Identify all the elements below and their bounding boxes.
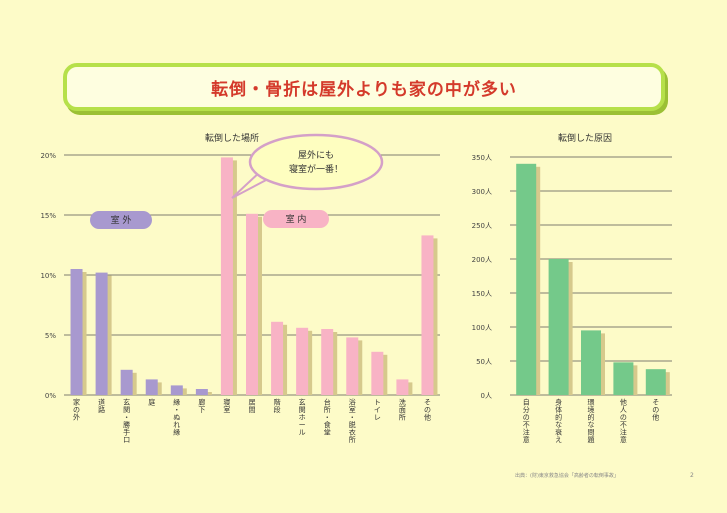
chart2-x-tick-label: 身体的な衰え — [555, 398, 562, 445]
chart1-x-tick-label: 台所・食堂 — [324, 398, 331, 437]
chart1-bar — [95, 272, 108, 395]
chart1-x-tick-label: 居間 — [249, 399, 256, 415]
page-title: 転倒・骨折は屋外よりも家の中が多い — [211, 79, 517, 100]
chart2-bar — [548, 259, 569, 395]
source-note: 出典：(財)東京救急協会「高齢者の転倒事故」 — [515, 473, 619, 479]
outdoor-group-badge — [90, 211, 152, 229]
chart1-y-tick-label: 20% — [40, 152, 56, 160]
chart1-bar — [120, 369, 133, 395]
chart1-bar — [145, 379, 158, 395]
chart1-bar — [296, 327, 309, 395]
chart2-bar — [613, 362, 634, 395]
indoor-group-badge — [263, 210, 329, 228]
chart2-bar — [645, 369, 666, 395]
chart1-bar — [70, 269, 83, 395]
chart2-x-tick-label: 環境的な問題 — [588, 399, 595, 445]
indoor-group-label: 室 内 — [286, 213, 307, 225]
chart1-x-tick-label: トイレ — [374, 399, 381, 422]
page-number: 2 — [690, 472, 694, 479]
chart1-x-tick-label: 浴室・脱衣所 — [349, 398, 356, 445]
chart2-x-tick-label: 自分の不注意 — [523, 398, 530, 445]
chart1-x-tick-label: 道路 — [98, 398, 105, 415]
callout-text: 寝室が一番！ — [289, 163, 343, 175]
chart1-bar — [220, 157, 233, 395]
chart1-y-tick-label: 5% — [45, 332, 56, 340]
chart2-title: 転倒した原因 — [558, 132, 612, 144]
chart2-y-tick-label: 50人 — [476, 358, 492, 366]
chart1-x-tick-label: 家の外 — [73, 398, 80, 422]
callout-text: 屋外にも — [298, 149, 334, 161]
chart1-x-tick-label: 縁・ぬれ縁 — [173, 398, 180, 437]
outdoor-group-label: 室 外 — [111, 214, 132, 226]
chart1-bar — [396, 379, 409, 395]
chart1-bar — [346, 337, 359, 395]
chart1-x-tick-label: 寝室 — [223, 398, 230, 415]
chart1-x-tick-label: その他 — [424, 399, 431, 422]
chart1-bar — [170, 385, 183, 395]
chart2-y-tick-label: 300人 — [472, 188, 492, 196]
chart2-y-tick-label: 350人 — [472, 154, 492, 162]
chart1-x-tick-label: 洗面所 — [399, 398, 406, 422]
chart1-y-tick-label: 10% — [40, 272, 56, 280]
chart1-bar — [421, 235, 434, 395]
chart1-bar — [195, 389, 208, 395]
chart1-bar — [271, 321, 284, 395]
chart2-bar — [516, 163, 537, 395]
chart1-x-tick-label: 廊下 — [198, 398, 205, 415]
chart2-y-tick-label: 200人 — [472, 256, 492, 264]
chart1-title: 転倒した場所 — [205, 132, 259, 144]
chart1-bar — [371, 351, 384, 395]
chart1-x-tick-label: 玄関・勝手口 — [123, 398, 130, 445]
chart2-x-tick-label: 他人の不注意 — [620, 398, 627, 445]
chart2-y-tick-label: 0人 — [481, 392, 492, 400]
chart2-y-tick-label: 250人 — [472, 222, 492, 230]
chart1-x-tick-label: 玄関ホール — [299, 398, 306, 437]
chart1-y-tick-label: 0% — [45, 392, 56, 400]
chart2-x-tick-label: その他 — [652, 399, 659, 422]
chart1-x-tick-label: 階段 — [274, 398, 281, 415]
chart2-y-tick-label: 150人 — [472, 290, 492, 298]
chart1-bar — [321, 329, 334, 395]
chart2-bar — [581, 330, 601, 395]
chart1-bar — [246, 213, 258, 395]
title-banner: 転倒・骨折は屋外よりも家の中が多い — [63, 63, 665, 111]
chart2-y-tick-label: 100人 — [472, 324, 492, 332]
callout-bubble — [248, 133, 384, 191]
chart1-x-tick-label: 庭 — [148, 398, 155, 407]
chart1-y-tick-label: 15% — [40, 212, 56, 220]
